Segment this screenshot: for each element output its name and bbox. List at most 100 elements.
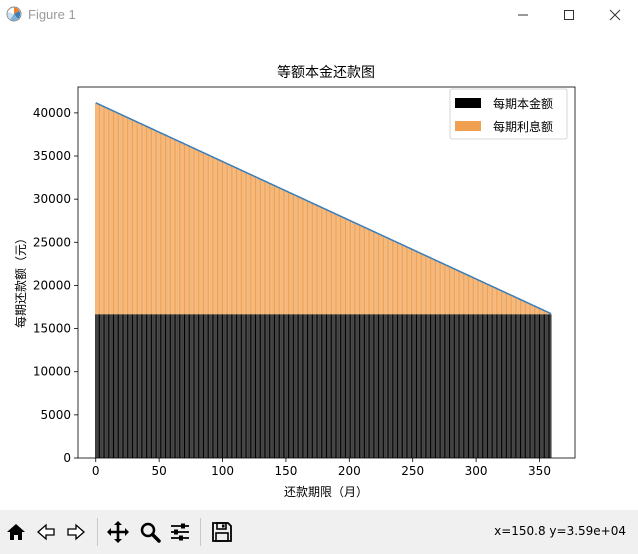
bar-interest: [394, 241, 396, 315]
bar-interest: [268, 183, 270, 315]
y-axis-label: 每期还款额（元）: [13, 232, 28, 328]
home-button[interactable]: [2, 518, 30, 546]
bar-interest: [428, 257, 430, 315]
bar-principal: [228, 314, 230, 458]
bar-interest: [115, 112, 117, 315]
bar-principal: [171, 314, 173, 458]
bar-interest: [341, 216, 343, 315]
bar-principal: [153, 314, 155, 458]
figure-canvas[interactable]: 等额本金还款图 0 50 100 150 200 250 300 350 0 5000 10000…: [0, 30, 638, 510]
bar-interest: [450, 267, 452, 315]
bar-principal: [364, 314, 366, 458]
bar-interest: [237, 168, 239, 315]
bar-principal: [134, 314, 136, 458]
bar-interest: [416, 251, 418, 315]
bar-interest: [282, 189, 284, 315]
back-button[interactable]: [32, 518, 60, 546]
bar-principal: [530, 314, 532, 458]
maximize-button[interactable]: [546, 0, 592, 30]
bar-interest: [508, 294, 510, 315]
bar-principal: [206, 314, 208, 458]
bar-principal: [437, 314, 439, 458]
bar-principal: [115, 314, 117, 458]
save-button[interactable]: [208, 518, 236, 546]
bar-interest: [191, 147, 193, 315]
bar-interest: [154, 130, 156, 315]
bar-interest: [252, 175, 254, 315]
matplotlib-logo-icon: [6, 6, 22, 22]
pan-button[interactable]: [104, 518, 132, 546]
bar-principal: [416, 314, 418, 458]
bar-principal: [268, 314, 270, 458]
forward-button[interactable]: [62, 518, 90, 546]
bar-interest: [483, 282, 485, 315]
bar-principal: [215, 314, 217, 458]
bar-interest: [541, 309, 543, 315]
bar-interest: [545, 311, 547, 315]
bar-interest: [239, 169, 241, 315]
back-icon: [37, 523, 55, 541]
bar-interest: [281, 189, 283, 315]
bar-interest: [375, 232, 377, 315]
bar-interest: [398, 243, 400, 315]
bar-principal: [380, 314, 382, 458]
bar-principal: [229, 314, 231, 458]
bar-interest: [525, 301, 527, 315]
bar-principal: [345, 314, 347, 458]
bar-principal: [128, 314, 130, 458]
bar-interest: [295, 195, 297, 315]
bar-principal: [274, 314, 276, 458]
bar-interest: [107, 108, 109, 315]
bar-principal: [489, 314, 491, 458]
bar-interest: [208, 155, 210, 315]
bar-principal: [237, 314, 239, 458]
bar-principal: [509, 314, 511, 458]
bar-principal: [427, 314, 429, 458]
y-tick-label: 30000: [33, 192, 71, 206]
bar-principal: [473, 314, 475, 458]
bar-principal: [484, 314, 486, 458]
bar-principal: [262, 314, 264, 458]
close-button[interactable]: [592, 0, 638, 30]
bar-interest: [407, 247, 409, 315]
bar-interest: [211, 156, 213, 315]
bar-interest: [310, 202, 312, 315]
bar-interest: [435, 260, 437, 315]
bar-principal: [164, 314, 166, 458]
bar-interest: [315, 204, 317, 315]
bar-interest: [124, 116, 126, 315]
bar-interest: [514, 297, 516, 315]
bar-principal: [151, 314, 153, 458]
y-tick-label: 40000: [33, 106, 71, 120]
configure-subplots-button[interactable]: [166, 518, 194, 546]
bar-interest: [256, 177, 258, 315]
minimize-button[interactable]: [500, 0, 546, 30]
bar-interest: [253, 176, 255, 315]
bar-interest: [305, 200, 307, 315]
bar-principal: [145, 314, 147, 458]
bar-principal: [246, 314, 248, 458]
bar-principal: [502, 314, 504, 458]
bar-interest: [257, 177, 259, 315]
bar-principal: [241, 314, 243, 458]
bar-principal: [419, 314, 421, 458]
bar-principal: [537, 314, 539, 458]
bar-interest: [441, 263, 443, 315]
bar-principal: [301, 314, 303, 458]
bar-principal: [343, 314, 345, 458]
bar-interest: [100, 105, 102, 315]
bar-interest: [270, 183, 272, 315]
zoom-button[interactable]: [136, 518, 164, 546]
bar-principal: [408, 314, 410, 458]
bar-interest: [544, 310, 546, 315]
bar-principal: [512, 314, 514, 458]
bar-interest: [206, 154, 208, 315]
bar-interest: [384, 236, 386, 315]
bar-principal: [232, 314, 234, 458]
bar-interest: [192, 148, 194, 315]
chart-svg[interactable]: 等额本金还款图 0 50 100 150 200 250 300 350 0 5000 10000…: [0, 30, 638, 510]
bar-interest: [190, 146, 192, 315]
bar-interest: [345, 218, 347, 315]
bar-principal: [121, 314, 123, 458]
bar-interest: [431, 258, 433, 315]
